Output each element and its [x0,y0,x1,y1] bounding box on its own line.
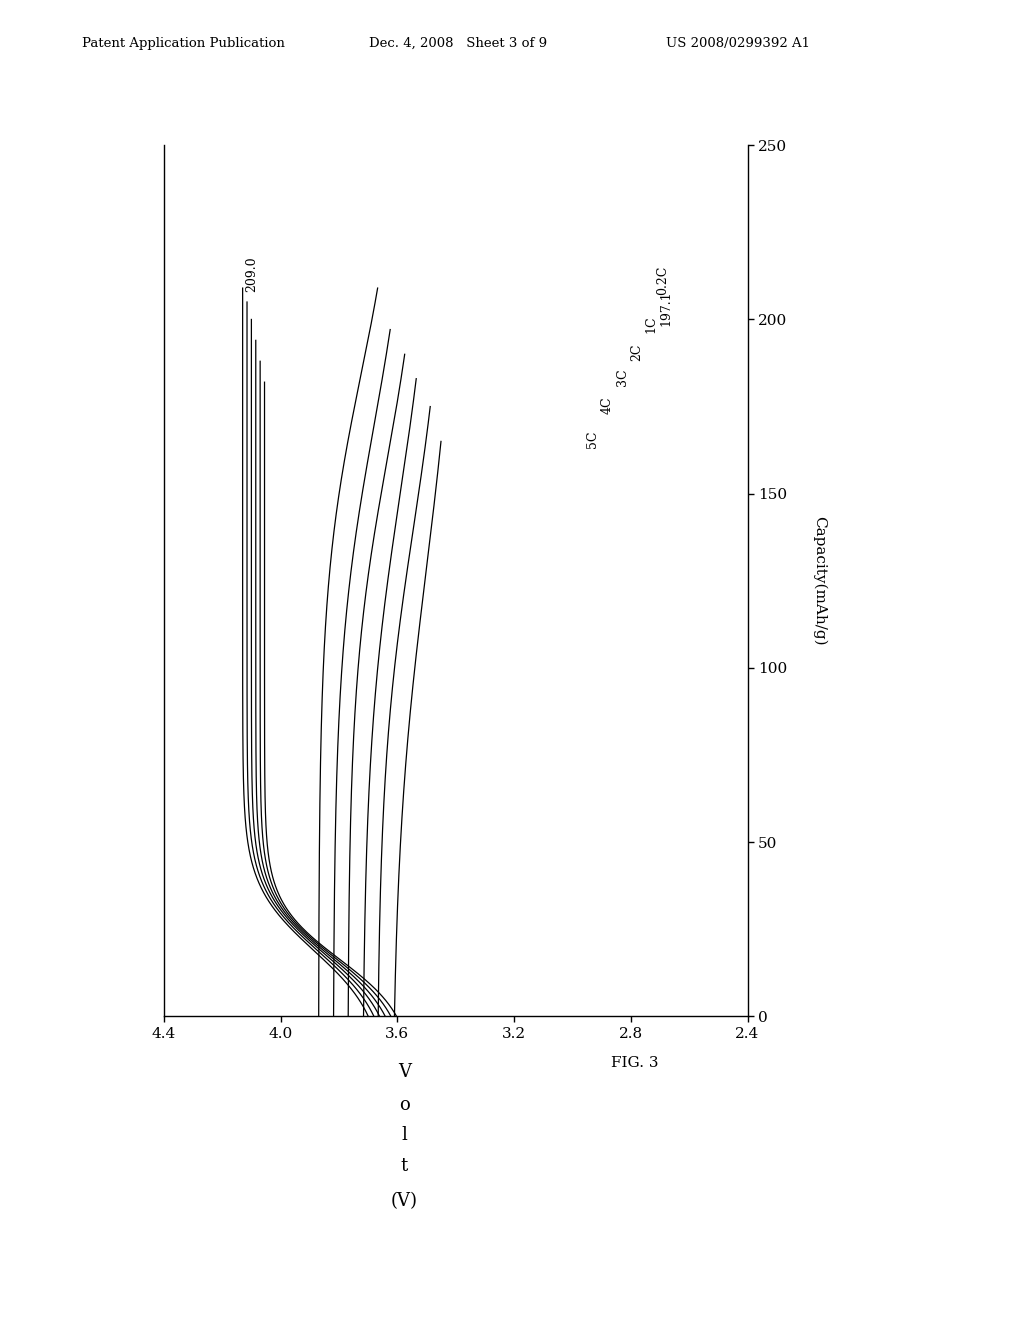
Y-axis label: Capacity(mAh/g): Capacity(mAh/g) [812,516,826,645]
Text: V: V [398,1063,411,1081]
Text: t: t [400,1156,409,1175]
Text: 2C: 2C [630,343,643,362]
Text: l: l [401,1126,408,1144]
Text: 1C: 1C [645,315,657,334]
Text: Dec. 4, 2008   Sheet 3 of 9: Dec. 4, 2008 Sheet 3 of 9 [369,37,547,50]
Text: 4C: 4C [601,396,614,413]
Text: 0.2C: 0.2C [656,265,670,296]
Text: o: o [399,1096,410,1114]
Text: (V): (V) [391,1192,418,1210]
Text: Patent Application Publication: Patent Application Publication [82,37,285,50]
Text: 5C: 5C [587,430,599,449]
Text: FIG. 3: FIG. 3 [611,1056,658,1069]
Text: 197.1: 197.1 [659,290,673,326]
Text: 209.0: 209.0 [245,256,258,292]
Text: US 2008/0299392 A1: US 2008/0299392 A1 [666,37,810,50]
Text: 3C: 3C [615,368,629,385]
